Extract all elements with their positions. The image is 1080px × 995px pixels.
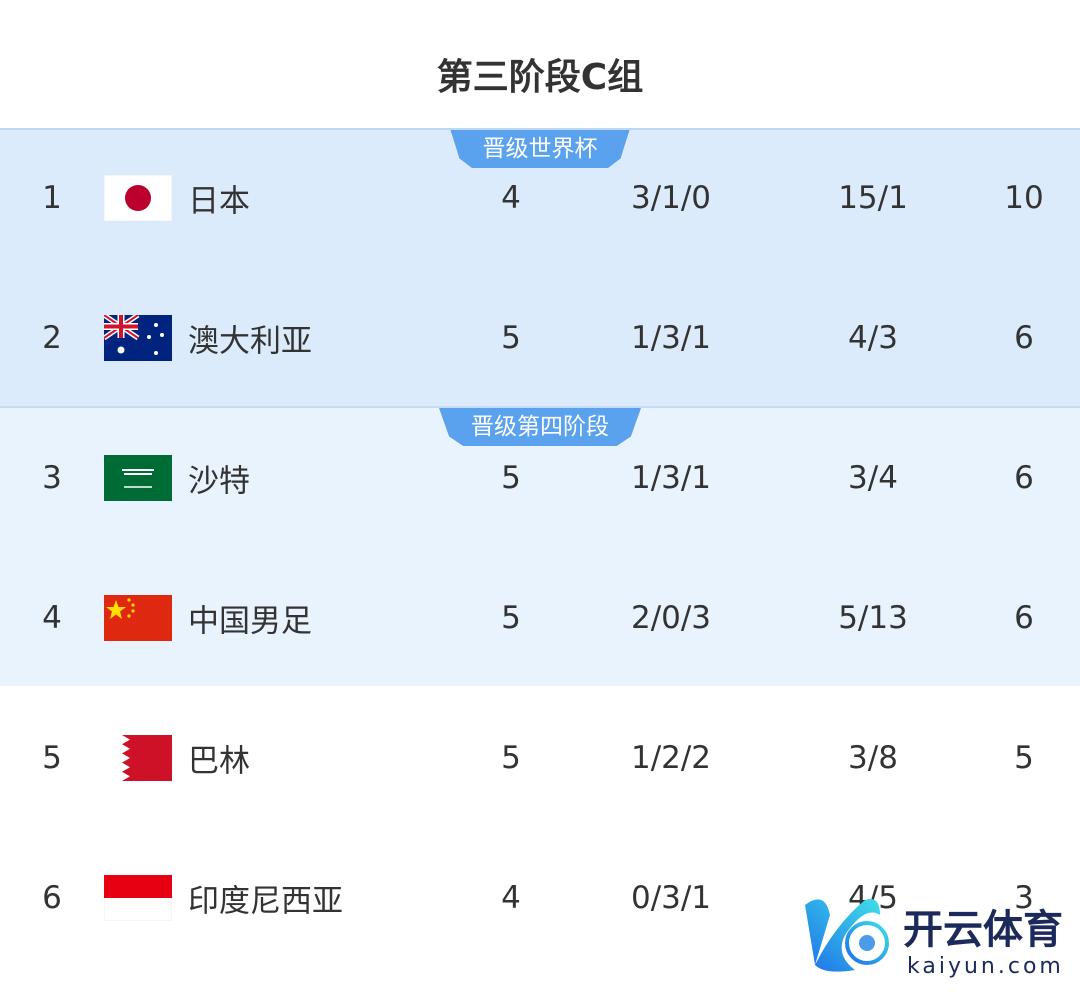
goals-for-against: 3/8 [848,740,898,776]
win-draw-loss: 1/3/1 [630,320,712,356]
indonesia-flag-icon [104,875,172,921]
win-draw-loss: 3/1/0 [630,180,712,216]
points: 6 [1014,460,1034,496]
rank: 6 [42,880,62,916]
goals-for-against: 5/13 [838,600,908,636]
table-row[interactable]: 2 澳大利亚 5 1/3/1 4/3 6 [0,268,1080,408]
table-row[interactable]: 4 中国男足 5 2/0/3 5/13 6 [0,548,1080,688]
table-row[interactable]: 5 巴林 5 1/2/2 3/8 5 [0,688,1080,828]
team-name: 日本 [188,183,250,220]
points: 5 [1014,740,1034,776]
rank: 3 [42,460,62,496]
played: 5 [501,460,521,496]
table-row[interactable]: 6 印度尼西亚 4 0/3/1 4/5 3 [0,828,1080,968]
played: 4 [501,880,521,916]
points: 6 [1014,320,1034,356]
team-name: 澳大利亚 [188,323,312,360]
rank: 4 [42,600,62,636]
japan-flag-icon [104,175,172,221]
china-flag-icon [104,595,172,641]
points: 10 [1004,180,1044,216]
zone-tag-fourth-stage: 晋级第四阶段 [439,408,641,446]
rank: 2 [42,320,62,356]
played: 5 [501,320,521,356]
win-draw-loss: 1/2/2 [630,740,712,776]
goals-for-against: 3/4 [848,460,898,496]
win-draw-loss: 0/3/1 [630,880,712,916]
played: 4 [501,180,521,216]
table-row[interactable]: 1 日本 4 3/1/0 15/1 10 [0,128,1080,268]
win-draw-loss: 1/3/1 [630,460,712,496]
zone-world-cup: 晋级世界杯 [0,128,1080,408]
australia-flag-icon [104,315,172,361]
zone-fourth-stage: 晋级第四阶段 [0,408,1080,686]
points: 6 [1014,600,1034,636]
rank: 5 [42,740,62,776]
page-title: 第三阶段C组 [436,57,644,98]
zone-tag-world-cup: 晋级世界杯 [450,130,630,168]
team-name: 沙特 [188,463,250,500]
points: 3 [1014,880,1034,916]
win-draw-loss: 2/0/3 [630,600,712,636]
kaiyun-watermark-logo: 开云体育 kaiyun.com [805,899,1064,979]
saudi-arabia-flag-icon [104,455,172,501]
table-row[interactable]: 3 沙特 5 1/3/1 3/4 6 [0,408,1080,548]
goals-for-against: 4/3 [848,320,898,356]
team-name: 印度尼西亚 [188,883,343,920]
played: 5 [501,600,521,636]
team-name: 中国男足 [188,603,312,640]
svg-text:开云体育: 开云体育 [903,907,1063,953]
played: 5 [501,740,521,776]
goals-for-against: 15/1 [838,180,908,216]
bahrain-flag-icon [104,735,172,781]
svg-text:kaiyun.com: kaiyun.com [907,954,1064,979]
rank: 1 [42,180,62,216]
team-name: 巴林 [188,743,250,780]
